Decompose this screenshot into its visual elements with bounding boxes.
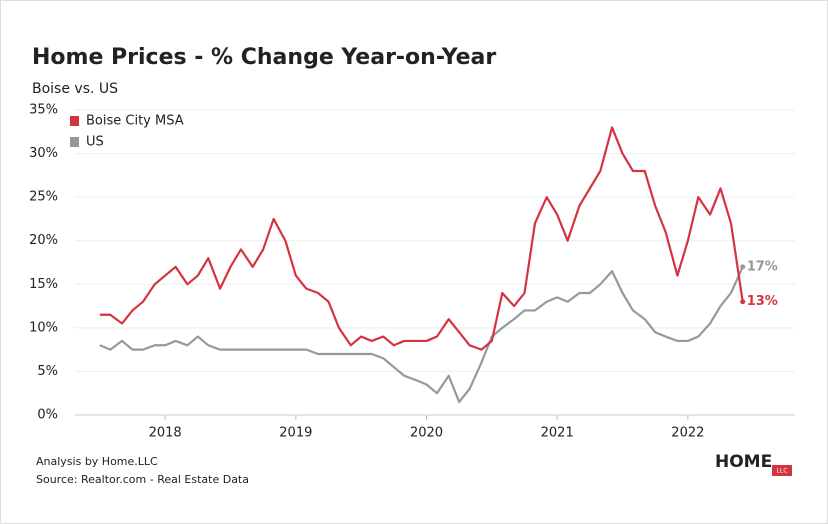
legend-label: Boise City MSA bbox=[86, 114, 184, 129]
end-point bbox=[740, 264, 746, 270]
logo: HOME bbox=[715, 452, 772, 472]
note: Analysis by Home.LLC bbox=[36, 455, 158, 468]
y-tick-label: 20% bbox=[29, 233, 58, 248]
data-label: 17% bbox=[747, 259, 778, 274]
note: Source: Realtor.com - Real Estate Data bbox=[36, 473, 249, 486]
chart-subtitle: Boise vs. US bbox=[32, 81, 118, 97]
y-tick-label: 25% bbox=[29, 190, 58, 205]
y-tick-label: 35% bbox=[29, 103, 58, 118]
y-tick-label: 0% bbox=[37, 408, 58, 423]
legend-swatch bbox=[70, 137, 79, 147]
chart-title: Home Prices - % Change Year-on-Year bbox=[32, 45, 496, 70]
legend-swatch bbox=[70, 116, 79, 126]
y-tick-label: 15% bbox=[29, 277, 58, 292]
y-tick-label: 30% bbox=[29, 146, 58, 161]
series-line bbox=[99, 126, 744, 351]
x-tick-label: 2020 bbox=[410, 426, 443, 441]
legend-label: US bbox=[86, 135, 104, 150]
logo-badge-text: LLC bbox=[777, 468, 788, 475]
y-tick-label: 5% bbox=[37, 364, 58, 379]
logo-badge bbox=[772, 465, 792, 476]
x-tick-label: 2018 bbox=[149, 426, 182, 441]
x-tick-label: 2019 bbox=[279, 426, 312, 441]
x-tick-label: 2021 bbox=[541, 426, 574, 441]
x-tick-label: 2022 bbox=[671, 426, 704, 441]
series-line bbox=[99, 266, 744, 404]
data-label: 13% bbox=[747, 294, 778, 309]
y-tick-label: 10% bbox=[29, 320, 58, 335]
end-point bbox=[740, 299, 746, 305]
